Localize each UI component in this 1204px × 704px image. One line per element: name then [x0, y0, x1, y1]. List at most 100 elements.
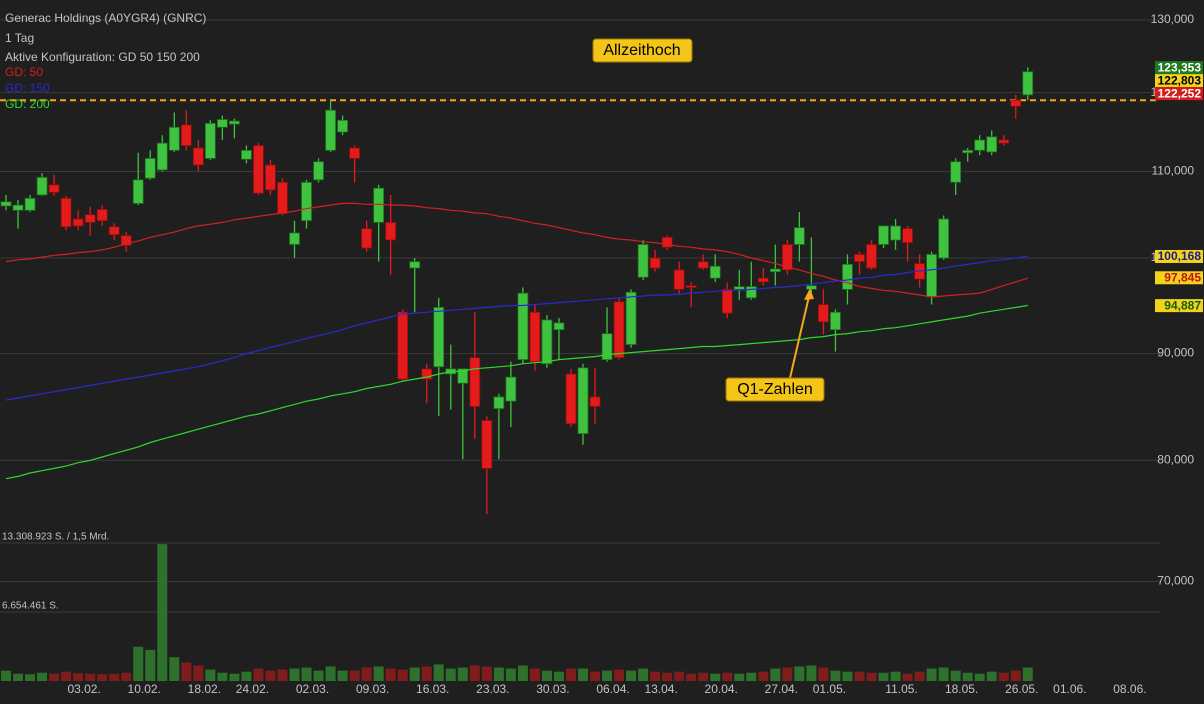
- price-label-box: [1155, 74, 1203, 88]
- candle-body: [325, 109, 336, 151]
- volume-bar: [517, 665, 528, 681]
- volume-bar: [794, 666, 805, 681]
- volume-bar: [746, 672, 757, 681]
- candle-body: [685, 285, 697, 288]
- annotation-text: Q1-Zahlen: [737, 381, 813, 398]
- volume-bar: [337, 670, 348, 681]
- volume-bar: [842, 671, 853, 681]
- candle-body: [974, 139, 986, 151]
- candle-body: [589, 396, 601, 407]
- candle-body: [180, 124, 192, 146]
- volume-bar: [481, 666, 492, 681]
- candle-body: [938, 218, 950, 259]
- volume-bar: [674, 671, 685, 681]
- candle-body: [517, 292, 529, 361]
- volume-bar: [974, 673, 985, 681]
- candle-body: [241, 149, 252, 160]
- volume-bar: [313, 670, 324, 681]
- annotation-box: [725, 377, 825, 402]
- x-tick-label: 09.03.: [356, 682, 389, 696]
- volume-bar: [626, 670, 637, 681]
- candle-body: [541, 319, 553, 365]
- y-tick-label: 130,000: [1151, 12, 1195, 26]
- candle-body: [433, 307, 445, 368]
- candle-body: [493, 396, 505, 410]
- candle-body: [409, 261, 421, 269]
- x-tick-label: 27.04.: [765, 682, 798, 696]
- volume-bar: [121, 672, 132, 681]
- annotation-box: [592, 38, 693, 63]
- annotation-arrowhead: [804, 288, 814, 300]
- volume-bar: [962, 672, 973, 681]
- candle-body: [204, 122, 216, 159]
- volume-tick-label: 13.308.923 S. / 1,5 Mrd.: [2, 532, 109, 543]
- annotation: Allzeithoch: [592, 38, 693, 63]
- candle-body: [144, 158, 156, 179]
- volume-bar: [277, 669, 288, 681]
- candle-body: [277, 181, 288, 215]
- volume-bar: [638, 668, 649, 681]
- candle-body: [253, 145, 264, 194]
- volume-bar: [385, 668, 396, 681]
- ma-line: [5, 304, 1028, 480]
- volume-bar: [722, 672, 733, 681]
- volume-bar: [890, 671, 901, 681]
- volume-bar: [662, 672, 673, 681]
- volume-bar: [686, 673, 697, 681]
- volume-bar: [397, 669, 408, 681]
- volume-bar: [97, 674, 108, 681]
- candle-body: [553, 322, 565, 331]
- annotation-text: Allzeithoch: [603, 42, 680, 59]
- price-label: 100,168: [1158, 249, 1202, 263]
- volume-bar: [565, 668, 576, 681]
- candle-body: [361, 228, 373, 249]
- volume-bar: [205, 669, 216, 681]
- candle-body: [986, 136, 998, 153]
- candle-body: [805, 285, 817, 290]
- volume-bar: [73, 673, 84, 681]
- x-tick-label: 24.02.: [236, 682, 269, 696]
- volume-bar: [854, 671, 865, 681]
- volume-bar: [770, 668, 781, 681]
- volume-bar: [782, 667, 793, 681]
- volume-bar: [289, 668, 300, 681]
- volume-bar: [578, 668, 588, 681]
- candle-body: [818, 304, 829, 323]
- candle-body: [228, 120, 240, 125]
- x-tick-label: 13.04.: [644, 682, 677, 696]
- candle-body: [637, 244, 649, 278]
- legend-entry: GD: 50: [5, 65, 43, 79]
- candle-body: [0, 201, 12, 207]
- volume-bar: [590, 671, 601, 681]
- volume-bar: [734, 673, 745, 681]
- volume-tick-label: 6.654.461 S.: [2, 601, 59, 612]
- grid: [0, 19, 1160, 613]
- volume-bar: [602, 670, 613, 681]
- volume-bar: [758, 671, 769, 681]
- volume-bar: [902, 673, 913, 681]
- volume-bar: [157, 544, 168, 681]
- x-tick-label: 01.06.: [1053, 682, 1086, 696]
- price-label-box: [1155, 87, 1203, 101]
- candle-body: [757, 277, 769, 283]
- chart-subtitle: 1 Tag: [5, 31, 34, 45]
- y-tick-label: 90,000: [1157, 346, 1194, 360]
- candle-body: [457, 368, 469, 384]
- x-tick-label: 08.06.: [1113, 682, 1146, 696]
- x-tick-label: 11.05.: [885, 682, 917, 696]
- x-tick-label: 06.04.: [596, 682, 629, 696]
- candle-body: [96, 209, 108, 222]
- x-tick-label: 30.03.: [536, 682, 569, 696]
- volume-bar: [133, 646, 144, 681]
- legend: GD: 50 GD: 150 GD: 200: [5, 65, 50, 111]
- price-label: 97,845: [1164, 270, 1201, 284]
- candle-body: [156, 142, 168, 171]
- x-tick-label: 18.02.: [188, 682, 221, 696]
- candle-body: [950, 161, 962, 183]
- candle-body: [397, 311, 409, 380]
- candle-body: [60, 197, 72, 228]
- candle-body: [745, 286, 757, 299]
- volume-bar: [409, 667, 420, 681]
- volume-bar: [193, 665, 204, 681]
